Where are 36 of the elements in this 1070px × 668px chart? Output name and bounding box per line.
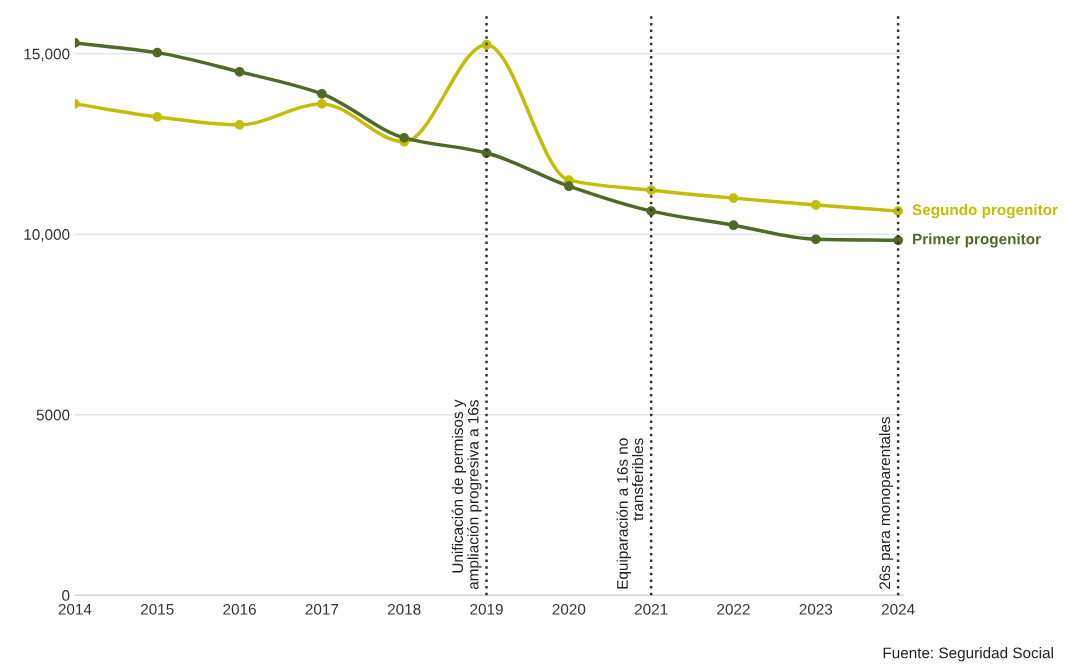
point	[810, 200, 821, 210]
y-tick-label: 10,000	[24, 229, 70, 242]
ref-line-label: Unificación de permisos y ampliación progresiva a 16s	[451, 399, 482, 590]
y-tick-label: 0	[62, 590, 70, 601]
point	[563, 181, 574, 192]
point	[152, 47, 163, 58]
point	[893, 235, 904, 246]
x-tick-label: 2019	[470, 603, 503, 615]
source-note: Fuente: Seguridad Social	[883, 647, 1053, 662]
point	[399, 132, 410, 143]
point	[317, 88, 327, 99]
x-tick-label: 2021	[634, 603, 668, 615]
point	[317, 99, 327, 109]
point	[646, 206, 657, 216]
x-tick-label: 2018	[387, 603, 421, 615]
x-tick-label: 2024	[881, 603, 915, 615]
x-tick-label: 2017	[305, 603, 339, 615]
ref-line-label: Equiparación a 16s no transferibles	[616, 438, 644, 589]
point	[234, 66, 245, 77]
point	[234, 119, 245, 130]
point	[810, 234, 821, 245]
point	[646, 185, 657, 196]
series-label: Segundo progenitor	[912, 203, 1058, 219]
x-tick-label: 2022	[717, 603, 750, 615]
series-label: Primer progenitor	[913, 233, 1041, 248]
x-tick-label: 2015	[141, 603, 174, 615]
point	[728, 193, 739, 203]
x-tick-label: 2014	[58, 603, 92, 615]
point	[728, 220, 739, 231]
x-tick-label: 2020	[552, 603, 586, 615]
y-tick-label: 15,000	[24, 48, 70, 62]
point	[152, 112, 163, 122]
x-tick-label: 2023	[799, 603, 833, 615]
ref-line-label: 26s para monoparentales	[878, 417, 894, 589]
x-tick-label: 2016	[223, 603, 256, 615]
y-tick-label: 5000	[36, 409, 70, 421]
